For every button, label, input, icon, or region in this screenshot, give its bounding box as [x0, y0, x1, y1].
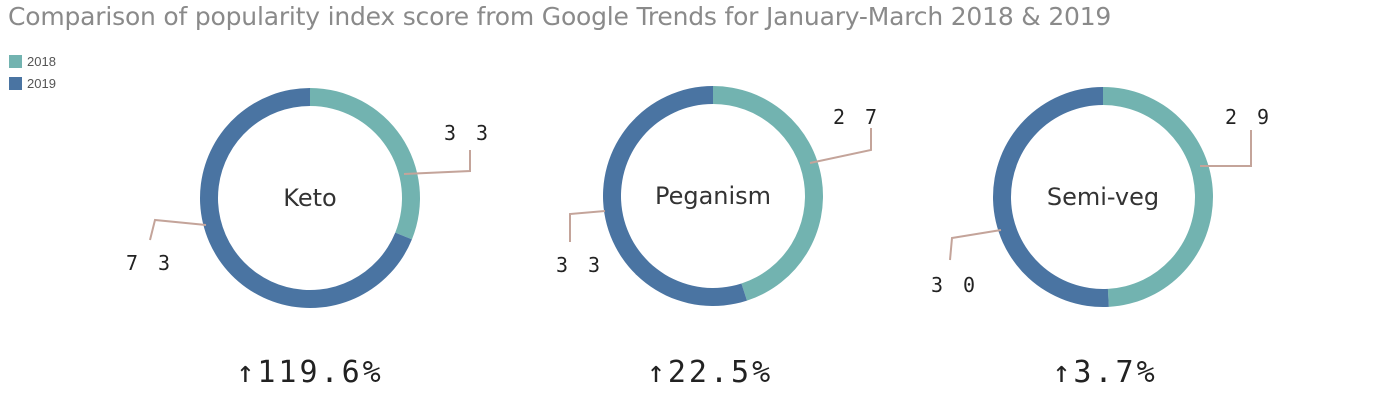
value-label-peganism-2019: 3 3: [556, 253, 604, 277]
slice-peganism-2018[interactable]: [713, 86, 823, 301]
legend-item-2019[interactable]: 2019: [9, 72, 56, 94]
change-label-peganism: ↑22.5%: [647, 355, 773, 390]
value-label-keto-2018: 3 3: [444, 121, 492, 145]
slice-keto-2018[interactable]: [310, 88, 420, 240]
slice-semi-veg-2019[interactable]: [992, 87, 1109, 308]
slice-peganism-2019[interactable]: [603, 86, 747, 306]
slice-semi-veg-2018[interactable]: [1103, 87, 1213, 307]
legend-swatch-2018: [9, 54, 22, 68]
value-label-semi-veg-2018: 2 9: [1225, 105, 1273, 129]
donut-keto: Keto 3 3 7 3 ↑119.6%: [126, 88, 492, 390]
value-label-semi-veg-2019: 3 0: [931, 273, 979, 297]
change-label-keto: ↑119.6%: [236, 355, 383, 390]
legend-swatch-2019: [9, 76, 22, 90]
leader-line-semi-veg-2019: [949, 229, 1002, 261]
center-label-peganism: Peganism: [655, 182, 771, 210]
leader-line-peganism-2018: [809, 128, 872, 164]
leader-line-keto-2018: [403, 150, 471, 175]
chart-title: Comparison of popularity index score fro…: [8, 2, 1112, 31]
legend-label-2019: 2019: [27, 75, 56, 91]
center-label-semi-veg: Semi-veg: [1047, 183, 1159, 211]
legend-item-2018[interactable]: 2018: [9, 50, 56, 72]
value-label-peganism-2018: 2 7: [833, 105, 881, 129]
legend-label-2018: 2018: [27, 53, 56, 69]
donut-semi-veg: Semi-veg 2 9 3 0 ↑3.7%: [931, 87, 1273, 390]
leader-line-peganism-2019: [569, 210, 606, 242]
donut-peganism: Peganism 2 7 3 3 ↑22.5%: [556, 86, 881, 390]
leader-line-semi-veg-2018: [1200, 130, 1252, 167]
change-label-semi-veg: ↑3.7%: [1052, 355, 1157, 390]
legend: 2018 2019: [9, 50, 56, 94]
leader-line-keto-2019: [149, 218, 207, 241]
center-label-keto: Keto: [283, 184, 336, 212]
value-label-keto-2019: 7 3: [126, 251, 174, 275]
